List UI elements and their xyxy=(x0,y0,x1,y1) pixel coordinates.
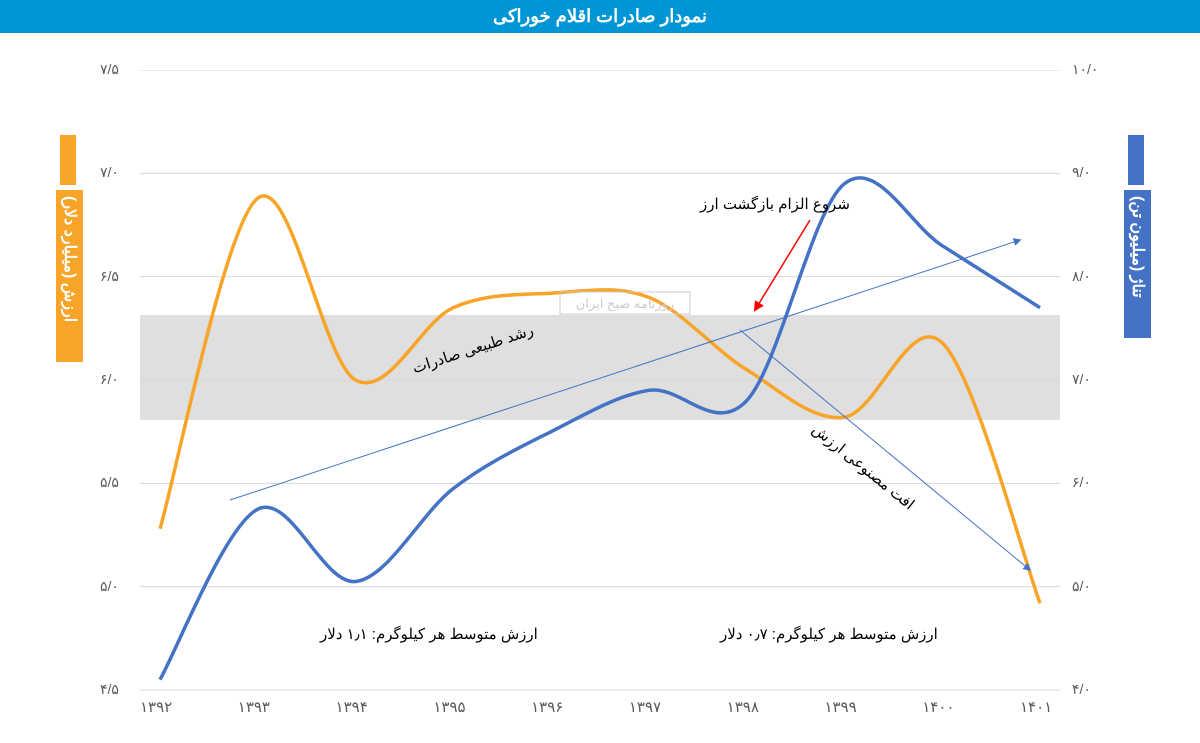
left-axis-label: ارزش (میلیارد دلار) xyxy=(56,190,83,362)
left-tick: ۴/۵ xyxy=(100,681,119,698)
annot-avg-right: ارزش متوسط هر کیلوگرم: ۰٫۷ دلار xyxy=(720,625,938,643)
x-tick: ۱۳۹۷ xyxy=(629,698,661,716)
right-tick: ۶/۰ xyxy=(1072,474,1091,491)
series-tonnage-line xyxy=(160,178,1040,680)
x-tick: ۱۳۹۶ xyxy=(531,698,563,716)
x-tick: ۱۳۹۹ xyxy=(824,698,856,716)
right-tick: ۸/۰ xyxy=(1072,268,1091,285)
svg-text:روزنامه صبح ایران: روزنامه صبح ایران xyxy=(576,296,674,312)
left-color-segment xyxy=(60,135,76,185)
plot-area: روزنامه صبح ایران شروع الزام بازگشت ارز … xyxy=(140,70,1060,690)
x-tick: ۱۳۹۴ xyxy=(336,698,368,716)
series-value-line xyxy=(160,196,1040,603)
x-tick: ۱۴۰۱ xyxy=(1020,698,1052,716)
right-tick: ۱۰/۰ xyxy=(1072,61,1098,78)
right-tick: ۷/۰ xyxy=(1072,371,1091,388)
x-tick: ۱۳۹۵ xyxy=(433,698,465,716)
left-tick: ۵/۵ xyxy=(100,474,119,491)
x-tick: ۱۳۹۲ xyxy=(140,698,172,716)
left-tick: ۷/۰ xyxy=(100,164,119,181)
right-tick: ۴/۰ xyxy=(1072,681,1091,698)
annot-avg-left: ارزش متوسط هر کیلوگرم: ۱٫۱ دلار xyxy=(320,625,538,643)
right-tick: ۹/۰ xyxy=(1072,164,1091,181)
left-tick: ۶/۰ xyxy=(100,371,119,388)
left-tick: ۵/۰ xyxy=(100,578,119,595)
x-tick: ۱۳۹۳ xyxy=(238,698,270,716)
chart-container: ارزش (میلیارد دلار) تناژ (میلیون تن) روز… xyxy=(0,40,1200,740)
annot-return-fx: شروع الزام بازگشت ارز xyxy=(700,195,850,213)
right-tick: ۵/۰ xyxy=(1072,578,1091,595)
chart-title: نمودار صادرات اقلام خوراکی xyxy=(0,0,1200,33)
x-tick: ۱۳۹۸ xyxy=(727,698,759,716)
left-tick: ۷/۵ xyxy=(100,61,119,78)
x-tick: ۱۴۰۰ xyxy=(922,698,954,716)
left-tick: ۶/۵ xyxy=(100,268,119,285)
right-color-segment xyxy=(1128,135,1144,185)
right-axis-label: تناژ (میلیون تن) xyxy=(1124,190,1151,338)
